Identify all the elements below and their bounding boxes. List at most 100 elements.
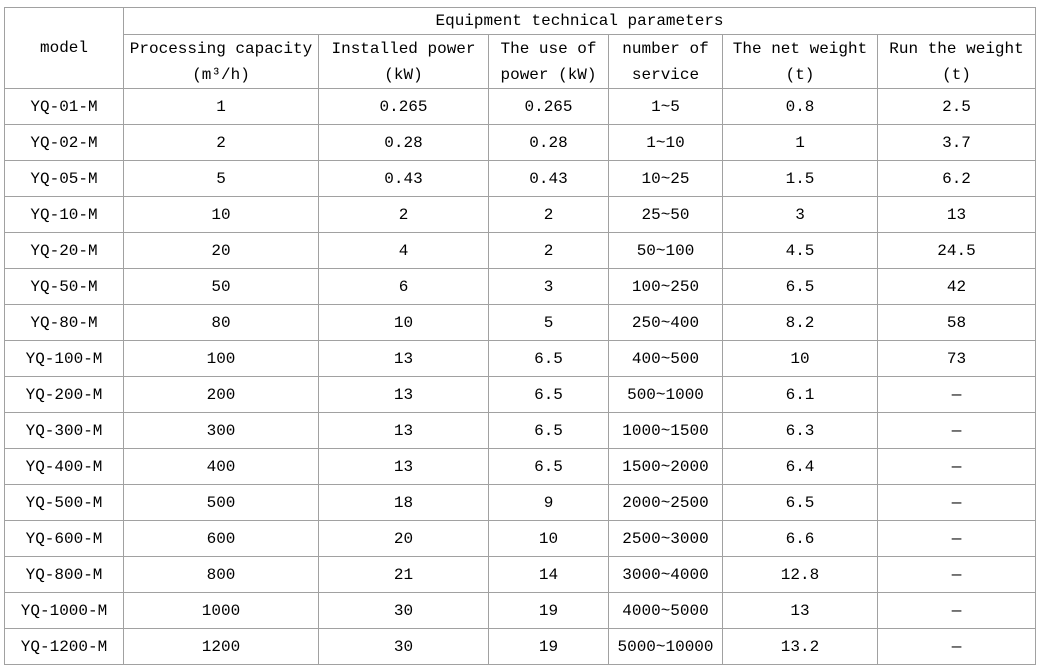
table-title-row: model Equipment technical parameters bbox=[4, 7, 1037, 89]
value-cell: 5 bbox=[123, 160, 319, 197]
value-cell: 13 bbox=[318, 376, 489, 413]
column-header-line: (t) bbox=[785, 65, 815, 84]
value-cell: 19 bbox=[488, 592, 609, 629]
column-header-line: Installed power bbox=[331, 39, 476, 58]
column-header-line: (kW) bbox=[384, 65, 423, 84]
value-cell: 600 bbox=[123, 520, 319, 557]
value-cell: 3.7 bbox=[876, 124, 1037, 161]
value-cell: 13 bbox=[876, 196, 1037, 233]
value-cell: 1.5 bbox=[722, 160, 878, 197]
value-cell: 80 bbox=[123, 304, 319, 341]
value-cell: 30 bbox=[318, 628, 489, 665]
value-cell: 100~250 bbox=[608, 268, 723, 305]
value-cell: 50 bbox=[123, 268, 319, 305]
value-cell: 21 bbox=[318, 556, 489, 593]
column-header-line: The use of bbox=[500, 39, 597, 58]
value-cell: 13 bbox=[318, 412, 489, 449]
value-cell: 3000~4000 bbox=[608, 556, 723, 593]
value-cell: 0.43 bbox=[488, 160, 609, 197]
model-cell: YQ-300-M bbox=[4, 412, 124, 449]
value-cell: 5000~10000 bbox=[608, 628, 723, 665]
column-header-net-weight: The net weight (t) bbox=[722, 34, 878, 89]
column-header-installed-power: Installed power (kW) bbox=[318, 34, 489, 89]
column-header-line: number of bbox=[622, 39, 709, 58]
column-header-processing-capacity: Processing capacity (m³/h) bbox=[123, 34, 319, 89]
value-cell: 2 bbox=[123, 124, 319, 161]
value-cell: 1200 bbox=[123, 628, 319, 665]
value-cell: — bbox=[876, 376, 1037, 413]
value-cell: 6.5 bbox=[488, 376, 609, 413]
table-body: YQ-01-M 1 0.265 0.265 1~5 0.8 2.5 YQ-02-M 2 0.28 0… bbox=[4, 88, 1037, 665]
value-cell: — bbox=[876, 484, 1037, 521]
value-cell: 50~100 bbox=[608, 232, 723, 269]
value-cell: — bbox=[876, 628, 1037, 665]
model-cell: YQ-02-M bbox=[4, 124, 124, 161]
value-cell: 1~10 bbox=[608, 124, 723, 161]
value-cell: 1000 bbox=[123, 592, 319, 629]
table-row: YQ-400-M 400 13 6.5 1500~2000 6.4— bbox=[4, 448, 1037, 485]
value-cell: 0.28 bbox=[318, 124, 489, 161]
table-row: YQ-80-M 80 10 5 250~400 8.2 58 bbox=[4, 304, 1037, 341]
model-cell: YQ-1000-M bbox=[4, 592, 124, 629]
value-cell: 250~400 bbox=[608, 304, 723, 341]
value-cell: 6 bbox=[318, 268, 489, 305]
model-cell: YQ-400-M bbox=[4, 448, 124, 485]
value-cell: 500 bbox=[123, 484, 319, 521]
value-cell: — bbox=[876, 412, 1037, 449]
table-row: YQ-10-M 10 2 2 25~50 3 13 bbox=[4, 196, 1037, 233]
value-cell: 200 bbox=[123, 376, 319, 413]
model-cell: YQ-01-M bbox=[4, 88, 124, 125]
table-row: YQ-300-M 300 13 6.5 1000~1500 6.3— bbox=[4, 412, 1037, 449]
table-subheader-row: Processing capacity (m³/h) Installed pow… bbox=[5, 34, 1037, 89]
value-cell: 6.3 bbox=[722, 412, 878, 449]
value-cell: 6.5 bbox=[722, 268, 878, 305]
column-header-run-weight: Run the weight (t) bbox=[876, 34, 1037, 89]
value-cell: 0.265 bbox=[488, 88, 609, 125]
value-cell: 9 bbox=[488, 484, 609, 521]
column-header-line: Run the weight bbox=[889, 39, 1024, 58]
column-header-line: Processing capacity bbox=[129, 39, 313, 58]
value-cell: 42 bbox=[876, 268, 1037, 305]
value-cell: 6.6 bbox=[722, 520, 878, 557]
table-row: YQ-100-M 100 13 6.5 400~500 10 73 bbox=[4, 340, 1037, 377]
value-cell: 19 bbox=[488, 628, 609, 665]
value-cell: 2000~2500 bbox=[608, 484, 723, 521]
table-row: YQ-1000-M 1000 30 19 4000~5000 13— bbox=[4, 592, 1037, 629]
value-cell: — bbox=[876, 520, 1037, 557]
value-cell: 25~50 bbox=[608, 196, 723, 233]
table-row: YQ-20-M 20 4 2 50~100 4.5 24.5 bbox=[4, 232, 1037, 269]
table-row: YQ-02-M 2 0.28 0.28 1~10 1 3.7 bbox=[4, 124, 1037, 161]
value-cell: 12.8 bbox=[722, 556, 878, 593]
value-cell: 2 bbox=[488, 196, 609, 233]
table-row: YQ-50-M 50 6 3 100~250 6.5 42 bbox=[4, 268, 1037, 305]
value-cell: 20 bbox=[318, 520, 489, 557]
value-cell: — bbox=[876, 592, 1037, 629]
column-header-use-of-power: The use of power (kW) bbox=[488, 34, 609, 89]
value-cell: 0.43 bbox=[318, 160, 489, 197]
value-cell: 4 bbox=[318, 232, 489, 269]
table-row: YQ-500-M 500 18 9 2000~2500 6.5— bbox=[4, 484, 1037, 521]
value-cell: 58 bbox=[876, 304, 1037, 341]
value-cell: 6.5 bbox=[488, 340, 609, 377]
value-cell: 3 bbox=[722, 196, 878, 233]
value-cell: 20 bbox=[123, 232, 319, 269]
model-cell: YQ-10-M bbox=[4, 196, 124, 233]
value-cell: 30 bbox=[318, 592, 489, 629]
value-cell: 800 bbox=[123, 556, 319, 593]
value-cell: 2 bbox=[488, 232, 609, 269]
value-cell: 100 bbox=[123, 340, 319, 377]
value-cell: — bbox=[876, 448, 1037, 485]
value-cell: 2500~3000 bbox=[608, 520, 723, 557]
table-row: YQ-01-M 1 0.265 0.265 1~5 0.8 2.5 bbox=[4, 88, 1037, 125]
model-cell: YQ-500-M bbox=[4, 484, 124, 521]
value-cell: 1500~2000 bbox=[608, 448, 723, 485]
value-cell: 6.1 bbox=[722, 376, 878, 413]
column-header-number-of-service: number of service bbox=[608, 34, 723, 89]
model-cell: YQ-100-M bbox=[4, 340, 124, 377]
value-cell: — bbox=[876, 556, 1037, 593]
value-cell: 13.2 bbox=[722, 628, 878, 665]
value-cell: 400 bbox=[123, 448, 319, 485]
column-header-line: (m³/h) bbox=[192, 65, 250, 84]
table-row: YQ-05-M 5 0.43 0.43 10~25 1.5 6.2 bbox=[4, 160, 1037, 197]
